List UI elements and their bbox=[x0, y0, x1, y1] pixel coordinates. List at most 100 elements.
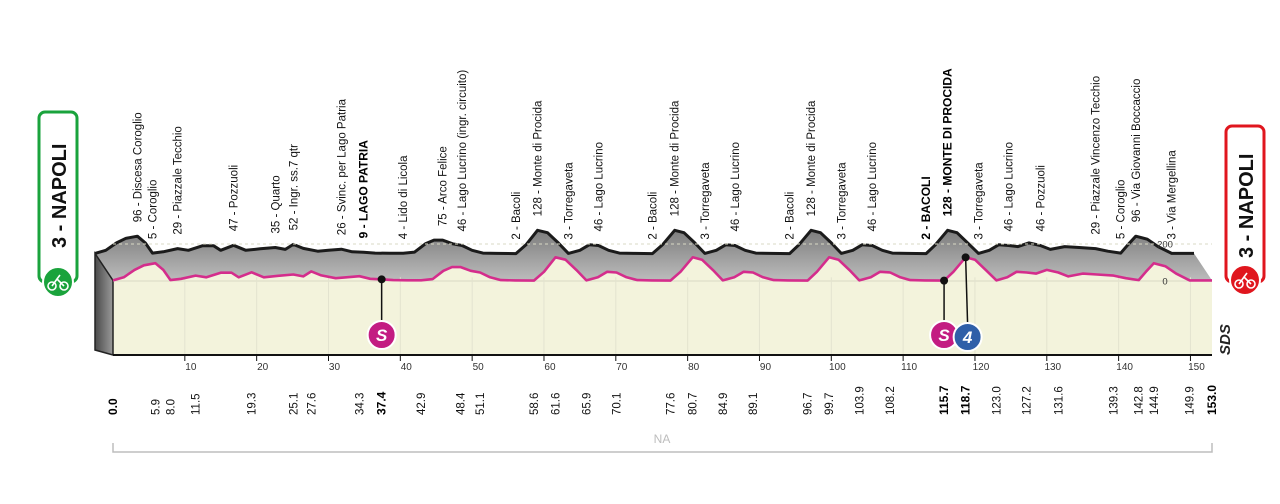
waypoint-label-30: 5 - Coroglio bbox=[1116, 180, 1128, 239]
marker-dot-0 bbox=[377, 275, 386, 284]
km-label-13: 61.6 bbox=[550, 393, 562, 415]
waypoint-label-23: 46 - Lago Lucrino bbox=[867, 142, 879, 232]
km-label-16: 77.6 bbox=[665, 393, 677, 415]
waypoint-label-11: 46 - Lago Lucrino (ingr. circuito) bbox=[457, 70, 469, 232]
x-tick-label-40: 40 bbox=[401, 362, 413, 373]
sponsor-logo: SDS bbox=[1217, 324, 1234, 355]
x-tick-label-120: 120 bbox=[973, 362, 990, 373]
km-label-31: 144.9 bbox=[1149, 386, 1161, 415]
waypoint-label-29: 29 - Piazzale Vincenzo Tecchio bbox=[1091, 76, 1103, 235]
km-label-3: 11.5 bbox=[191, 393, 203, 415]
km-label-6: 27.6 bbox=[306, 393, 318, 415]
finish-bike-icon bbox=[1234, 272, 1256, 289]
km-label-17: 80.7 bbox=[688, 393, 700, 415]
waypoint-label-13: 128 - Monte di Procida bbox=[532, 100, 544, 216]
km-label-29: 139.3 bbox=[1109, 386, 1121, 415]
waypoint-label-22: 3 - Torregaveta bbox=[836, 162, 848, 240]
waypoint-label-27: 46 - Lago Lucrino bbox=[1004, 142, 1016, 232]
profile-left-side bbox=[94, 250, 114, 356]
climb-marker bbox=[952, 322, 983, 352]
km-label-10: 48.4 bbox=[456, 392, 468, 415]
km-label-8: 37.4 bbox=[375, 391, 389, 415]
waypoint-label-10: 75 - Arco Felice bbox=[438, 146, 450, 226]
waypoint-label-14: 3 - Torregaveta bbox=[563, 162, 575, 240]
marker-label-0: S bbox=[376, 326, 388, 345]
x-tick-label-60: 60 bbox=[544, 362, 556, 373]
x-tick-label-10: 10 bbox=[185, 362, 197, 373]
start-bike-icon bbox=[47, 274, 69, 291]
finish-badge: 3 - NAPOLI bbox=[1224, 124, 1266, 296]
km-label-15: 70.1 bbox=[612, 393, 624, 415]
km-label-23: 108.2 bbox=[885, 386, 897, 415]
waypoint-label-20: 2 - Bacoli bbox=[785, 192, 797, 240]
waypoint-label-2: 5 - Coroglio bbox=[147, 180, 159, 239]
km-label-7: 34.3 bbox=[354, 393, 366, 415]
waypoint-label-15: 46 - Lago Lucrino bbox=[594, 142, 606, 232]
altitude-tick-200: 200 bbox=[1157, 240, 1173, 251]
waypoint-label-4: 47 - Pozzuoli bbox=[229, 165, 241, 231]
waypoint-label-18: 3 - Torregaveta bbox=[700, 162, 712, 240]
km-label-21: 99.7 bbox=[824, 393, 836, 415]
km-label-32: 149.9 bbox=[1185, 386, 1197, 415]
waypoint-label-5: 35 - Quarto bbox=[270, 175, 282, 233]
km-label-12: 58.6 bbox=[529, 393, 541, 415]
km-label-30: 142.8 bbox=[1134, 386, 1146, 415]
waypoint-label-8: 9 - LAGO PATRIA bbox=[357, 140, 371, 239]
marker-dot-1 bbox=[940, 276, 949, 285]
km-label-1: 5.9 bbox=[150, 399, 162, 415]
km-label-11: 51.1 bbox=[475, 393, 487, 415]
marker-label-1: S bbox=[938, 326, 950, 345]
waypoint-label-6: 52 - Ingr. ss.7 qtr bbox=[288, 144, 300, 230]
km-label-28: 131.6 bbox=[1053, 386, 1065, 415]
waypoint-label-9: 4 - Lido di Licola bbox=[398, 155, 410, 239]
altitude-tick-0: 0 bbox=[1162, 277, 1167, 288]
km-label-24: 115.7 bbox=[937, 385, 951, 415]
sprint-marker bbox=[366, 320, 397, 350]
km-label-4: 19.3 bbox=[247, 393, 259, 415]
waypoint-label-7: 26 - Svinc. per Lago Patria bbox=[336, 98, 348, 235]
marker-stem-2 bbox=[964, 257, 969, 326]
plot-area: 0 200 10 20 30 40 50 60 70 80 90 100 110 120 130 140 150… bbox=[94, 68, 1219, 415]
waypoint-label-24: 2 - BACOLI bbox=[919, 176, 933, 239]
km-label-33: 153.0 bbox=[1205, 385, 1219, 415]
waypoint-label-3: 29 - Piazzale Tecchio bbox=[173, 126, 185, 234]
km-label-25: 118.7 bbox=[959, 385, 973, 415]
x-axis-label: NA bbox=[654, 432, 671, 446]
profile-line bbox=[112, 256, 1212, 282]
waypoint-label-31: 96 - Via Giovanni Boccaccio bbox=[1131, 79, 1143, 223]
waypoint-label-1: 96 - Discesa Coroglio bbox=[132, 112, 144, 222]
waypoint-label-21: 128 - Monte di Procida bbox=[806, 100, 818, 216]
km-label-19: 89.1 bbox=[748, 393, 760, 415]
start-badge: 3 - NAPOLI bbox=[37, 110, 79, 298]
finish-cyclist-icon bbox=[1229, 264, 1261, 296]
waypoint-label-17: 128 - Monte di Procida bbox=[670, 100, 682, 216]
start-label: 3 - NAPOLI bbox=[49, 144, 71, 248]
waypoint-label-12: 2 - Bacoli bbox=[511, 192, 523, 240]
na-bracket bbox=[112, 443, 1213, 453]
x-tick-label-140: 140 bbox=[1116, 362, 1133, 373]
waypoint-label-25: 128 - MONTE DI PROCIDA bbox=[941, 68, 955, 216]
x-tick-label-100: 100 bbox=[829, 362, 846, 373]
waypoint-label-28: 46 - Pozzuoli bbox=[1035, 165, 1047, 231]
waypoint-label-16: 2 - Bacoli bbox=[647, 192, 659, 240]
km-label-14: 65.9 bbox=[581, 393, 593, 415]
x-tick-label-50: 50 bbox=[473, 362, 485, 373]
km-label-22: 103.9 bbox=[854, 386, 866, 415]
marker-dot-2 bbox=[961, 253, 970, 262]
waypoint-label-26: 3 - Torregaveta bbox=[974, 162, 986, 240]
x-tick-label-30: 30 bbox=[329, 362, 341, 373]
km-label-27: 127.2 bbox=[1022, 386, 1034, 415]
x-tick-label-110: 110 bbox=[901, 362, 917, 373]
waypoint-label-19: 46 - Lago Lucrino bbox=[730, 142, 742, 232]
km-label-9: 42.9 bbox=[416, 393, 428, 415]
x-tick-label-70: 70 bbox=[616, 362, 628, 373]
marker-label-2: 4 bbox=[962, 328, 973, 347]
finish-label: 3 - NAPOLI bbox=[1236, 154, 1258, 258]
x-tick-label-20: 20 bbox=[257, 362, 269, 373]
profile-ridge-line bbox=[94, 228, 1194, 256]
x-tick-label-150: 150 bbox=[1188, 362, 1205, 373]
x-tick-label-90: 90 bbox=[760, 362, 772, 373]
x-tick-label-80: 80 bbox=[688, 362, 700, 373]
